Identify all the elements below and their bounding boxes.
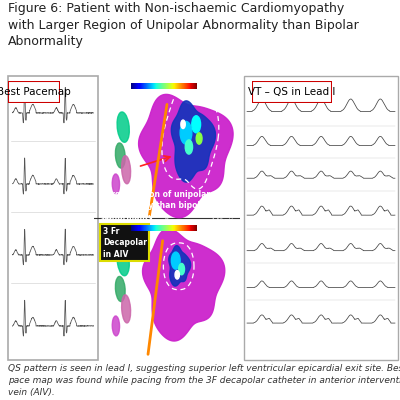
- Polygon shape: [138, 94, 233, 218]
- Circle shape: [171, 252, 180, 269]
- Text: 3 Fr
Decapolar
in AIV: 3 Fr Decapolar in AIV: [103, 226, 147, 259]
- Text: Larger region of unipolar
abnormality than bipolar
abnormality: Larger region of unipolar abnormality th…: [101, 190, 210, 222]
- Text: Figure 6: Patient with Non-ischaemic Cardiomyopathy
with Larger Region of Unipol: Figure 6: Patient with Non-ischaemic Car…: [8, 2, 359, 48]
- Text: VT – QS in Lead I: VT – QS in Lead I: [248, 87, 336, 97]
- Circle shape: [175, 270, 180, 279]
- FancyBboxPatch shape: [8, 81, 60, 103]
- Ellipse shape: [122, 295, 131, 323]
- Polygon shape: [142, 229, 225, 341]
- Circle shape: [192, 116, 200, 133]
- Ellipse shape: [112, 174, 120, 194]
- Text: 0.50 mV: 0.50 mV: [101, 218, 122, 223]
- Text: 0.50 mV: 0.50 mV: [212, 79, 233, 84]
- Text: Best Pacemap: Best Pacemap: [0, 87, 71, 97]
- Ellipse shape: [117, 246, 129, 276]
- Text: 0.00 mV: 0.00 mV: [101, 79, 122, 84]
- Circle shape: [179, 264, 184, 275]
- Circle shape: [196, 133, 202, 144]
- Ellipse shape: [112, 316, 120, 336]
- Polygon shape: [169, 246, 191, 286]
- Text: 1.50 mV: 1.50 mV: [212, 218, 233, 223]
- Ellipse shape: [117, 112, 129, 142]
- FancyBboxPatch shape: [252, 81, 332, 103]
- Circle shape: [185, 140, 192, 154]
- Text: QS pattern is seen in lead I, suggesting superior left ventricular epicardial ex: QS pattern is seen in lead I, suggesting…: [8, 364, 400, 396]
- Circle shape: [180, 122, 192, 144]
- Polygon shape: [171, 101, 216, 182]
- Ellipse shape: [122, 156, 131, 184]
- Ellipse shape: [115, 143, 125, 168]
- Circle shape: [181, 120, 185, 128]
- Text: Uni: Uni: [163, 79, 171, 84]
- Ellipse shape: [115, 276, 125, 302]
- Text: Bi: Bi: [165, 218, 169, 223]
